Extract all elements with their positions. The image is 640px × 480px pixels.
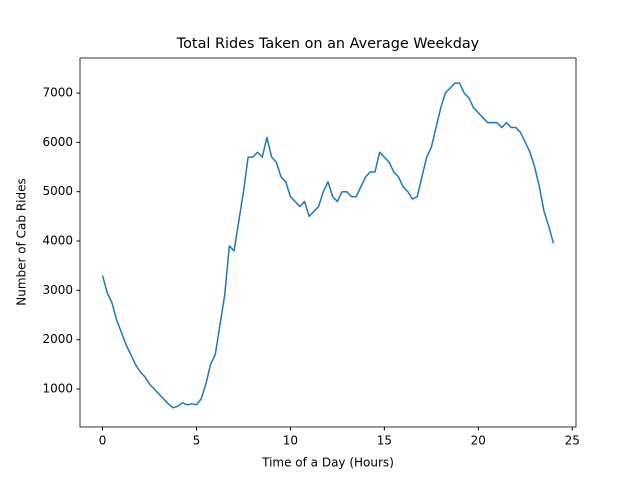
x-tick-label: 0	[99, 434, 107, 448]
x-tick-label: 25	[565, 434, 580, 448]
y-tick-label: 5000	[42, 184, 73, 198]
x-tick-label: 20	[471, 434, 486, 448]
y-tick-label: 4000	[42, 234, 73, 248]
y-tick-label: 1000	[42, 382, 73, 396]
x-tick-label: 10	[283, 434, 298, 448]
y-tick-label: 3000	[42, 283, 73, 297]
y-tick-label: 2000	[42, 332, 73, 346]
x-tick-label: 15	[377, 434, 392, 448]
y-tick-label: 6000	[42, 135, 73, 149]
chart-title: Total Rides Taken on an Average Weekday	[176, 36, 480, 52]
x-tick-label: 5	[193, 434, 201, 448]
y-axis-label: Number of Cab Rides	[15, 178, 29, 306]
x-axis-label: Time of a Day (Hours)	[261, 456, 394, 470]
plot-frame	[79, 57, 577, 428]
y-tick-label: 7000	[42, 86, 73, 100]
data-line	[101, 82, 555, 409]
